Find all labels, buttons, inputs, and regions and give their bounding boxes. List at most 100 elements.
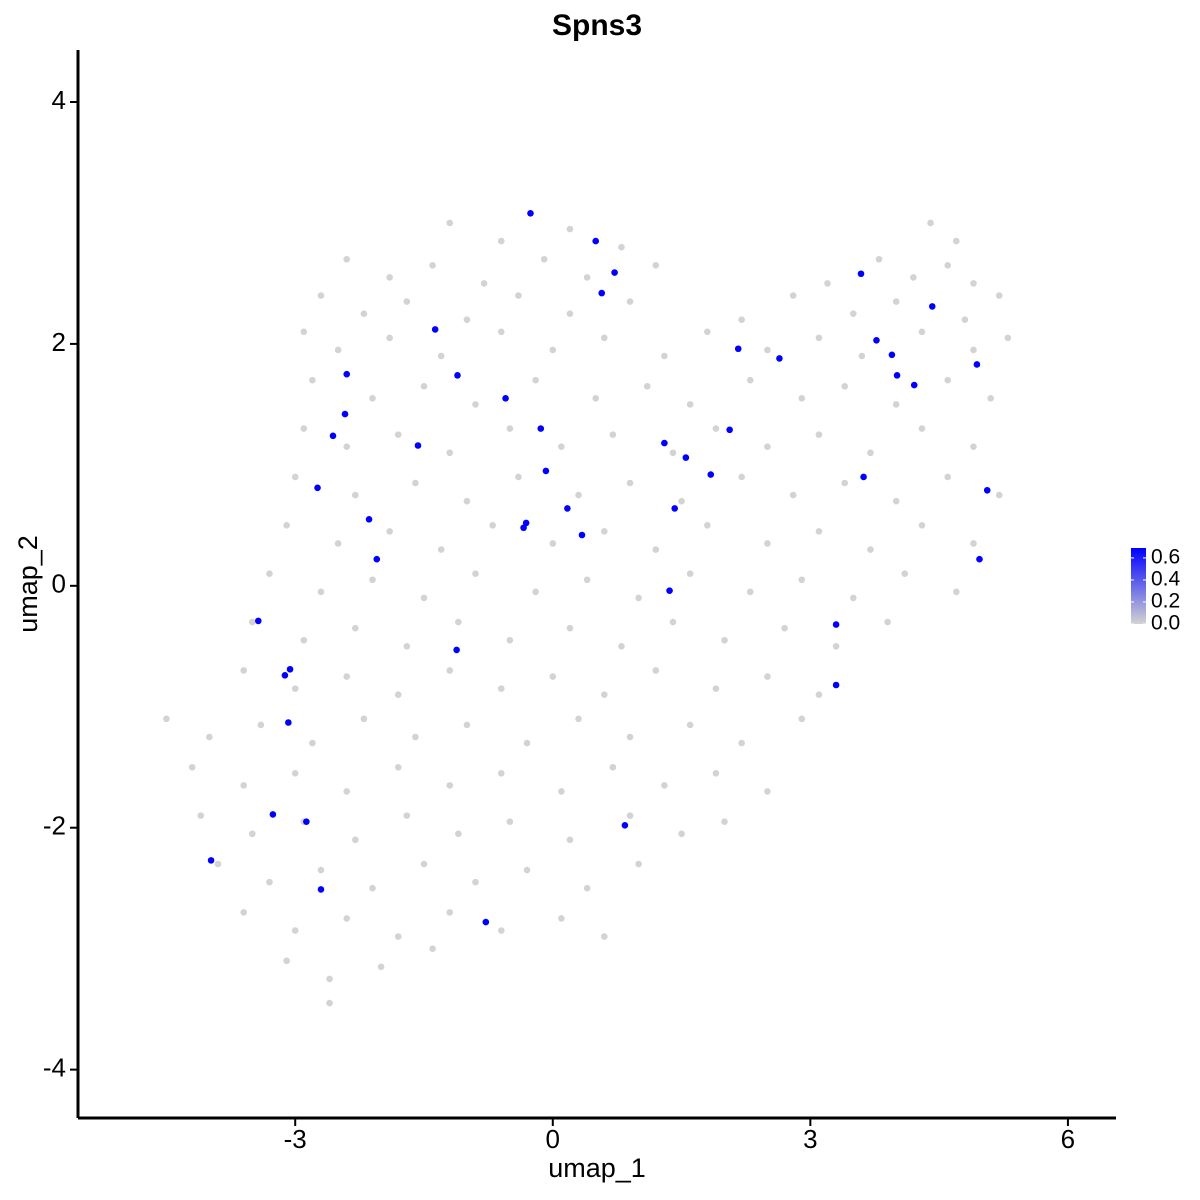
point <box>961 316 969 324</box>
point <box>437 352 445 360</box>
point <box>764 673 771 680</box>
point <box>317 866 325 874</box>
point <box>472 570 479 578</box>
point <box>532 376 539 384</box>
point <box>910 381 918 389</box>
colorbar-tick-label: 0.0 <box>1151 612 1180 635</box>
point <box>867 546 874 553</box>
point <box>652 667 660 674</box>
point <box>798 715 806 723</box>
point <box>600 334 608 342</box>
point <box>414 442 422 449</box>
point <box>609 431 617 438</box>
point <box>523 866 531 874</box>
point <box>343 443 351 451</box>
point <box>446 219 454 227</box>
point <box>643 382 651 390</box>
point <box>453 646 460 654</box>
point <box>910 274 917 281</box>
point <box>523 739 531 747</box>
point <box>446 667 454 674</box>
point <box>285 719 292 726</box>
point <box>867 449 874 457</box>
point <box>734 345 742 353</box>
point <box>592 237 600 245</box>
point <box>403 812 411 819</box>
point <box>515 473 522 481</box>
point <box>522 519 530 527</box>
point <box>386 274 393 281</box>
point <box>970 346 977 354</box>
point <box>334 540 342 547</box>
point <box>600 933 608 940</box>
point <box>303 818 310 825</box>
point <box>798 576 806 584</box>
point <box>888 351 896 359</box>
x-tick-label: 6 <box>1061 1124 1075 1154</box>
point <box>781 624 788 632</box>
point <box>976 555 983 563</box>
point <box>497 769 505 777</box>
point <box>789 491 797 499</box>
point <box>257 721 265 729</box>
point <box>283 522 290 529</box>
point <box>463 316 471 324</box>
point <box>832 681 840 689</box>
point <box>549 540 557 547</box>
point <box>686 401 694 408</box>
point <box>661 352 668 360</box>
point <box>583 274 591 281</box>
point <box>970 540 977 547</box>
point <box>317 588 325 596</box>
point <box>857 270 865 278</box>
point <box>455 618 462 626</box>
point <box>611 269 618 276</box>
point <box>429 945 436 952</box>
point <box>352 624 359 632</box>
point <box>738 473 745 481</box>
point <box>520 524 527 532</box>
point <box>815 334 823 342</box>
point <box>858 352 866 360</box>
point <box>600 691 608 698</box>
point <box>403 642 411 650</box>
point <box>704 328 711 336</box>
point <box>549 673 557 680</box>
point <box>618 642 625 650</box>
y-tick-label: 2 <box>52 327 66 357</box>
point <box>566 624 574 632</box>
point <box>269 811 277 818</box>
point <box>678 830 685 838</box>
point <box>369 884 376 892</box>
point <box>669 449 677 457</box>
x-tick-label: 3 <box>803 1124 817 1154</box>
point <box>712 685 720 692</box>
point <box>394 763 402 771</box>
point <box>973 361 981 368</box>
point <box>686 721 694 729</box>
point <box>360 310 368 317</box>
point <box>291 473 299 481</box>
point <box>309 376 316 384</box>
point <box>446 909 454 916</box>
point <box>995 491 1003 499</box>
point <box>506 425 514 432</box>
point <box>927 219 934 227</box>
point <box>214 860 222 868</box>
colorbar-tick-label: 0.2 <box>1151 590 1180 613</box>
point <box>334 346 342 354</box>
point <box>598 289 606 297</box>
point <box>446 782 454 789</box>
point <box>549 346 557 354</box>
point <box>918 522 926 529</box>
y-tick-label: -4 <box>43 1052 66 1082</box>
point <box>365 515 373 523</box>
point <box>832 642 840 650</box>
point <box>240 667 248 674</box>
point <box>472 401 479 408</box>
point <box>726 426 733 434</box>
point <box>369 395 376 402</box>
point <box>987 395 994 402</box>
point <box>431 326 439 333</box>
point <box>884 618 891 626</box>
